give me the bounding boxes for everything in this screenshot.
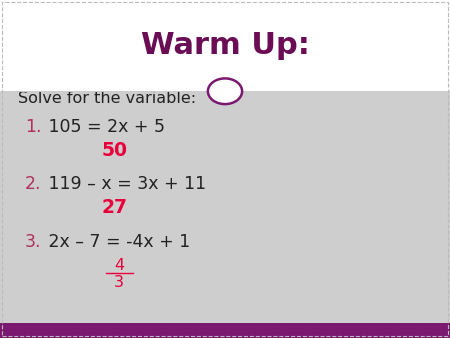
Text: 50: 50 — [102, 141, 128, 160]
Text: 119 – x = 3x + 11: 119 – x = 3x + 11 — [32, 175, 206, 193]
Circle shape — [208, 78, 242, 104]
Text: Solve for the variable:: Solve for the variable: — [18, 91, 196, 105]
Text: 2x – 7 = -4x + 1: 2x – 7 = -4x + 1 — [32, 233, 190, 251]
FancyBboxPatch shape — [0, 0, 450, 91]
Text: 4: 4 — [114, 258, 124, 273]
FancyBboxPatch shape — [0, 323, 450, 338]
Text: Warm Up:: Warm Up: — [140, 31, 310, 60]
Text: 105 = 2x + 5: 105 = 2x + 5 — [32, 118, 165, 136]
Text: 1.: 1. — [25, 118, 41, 136]
Text: 3: 3 — [114, 275, 124, 290]
Text: 27: 27 — [102, 198, 128, 217]
Text: 3.: 3. — [25, 233, 41, 251]
Text: 2.: 2. — [25, 175, 41, 193]
